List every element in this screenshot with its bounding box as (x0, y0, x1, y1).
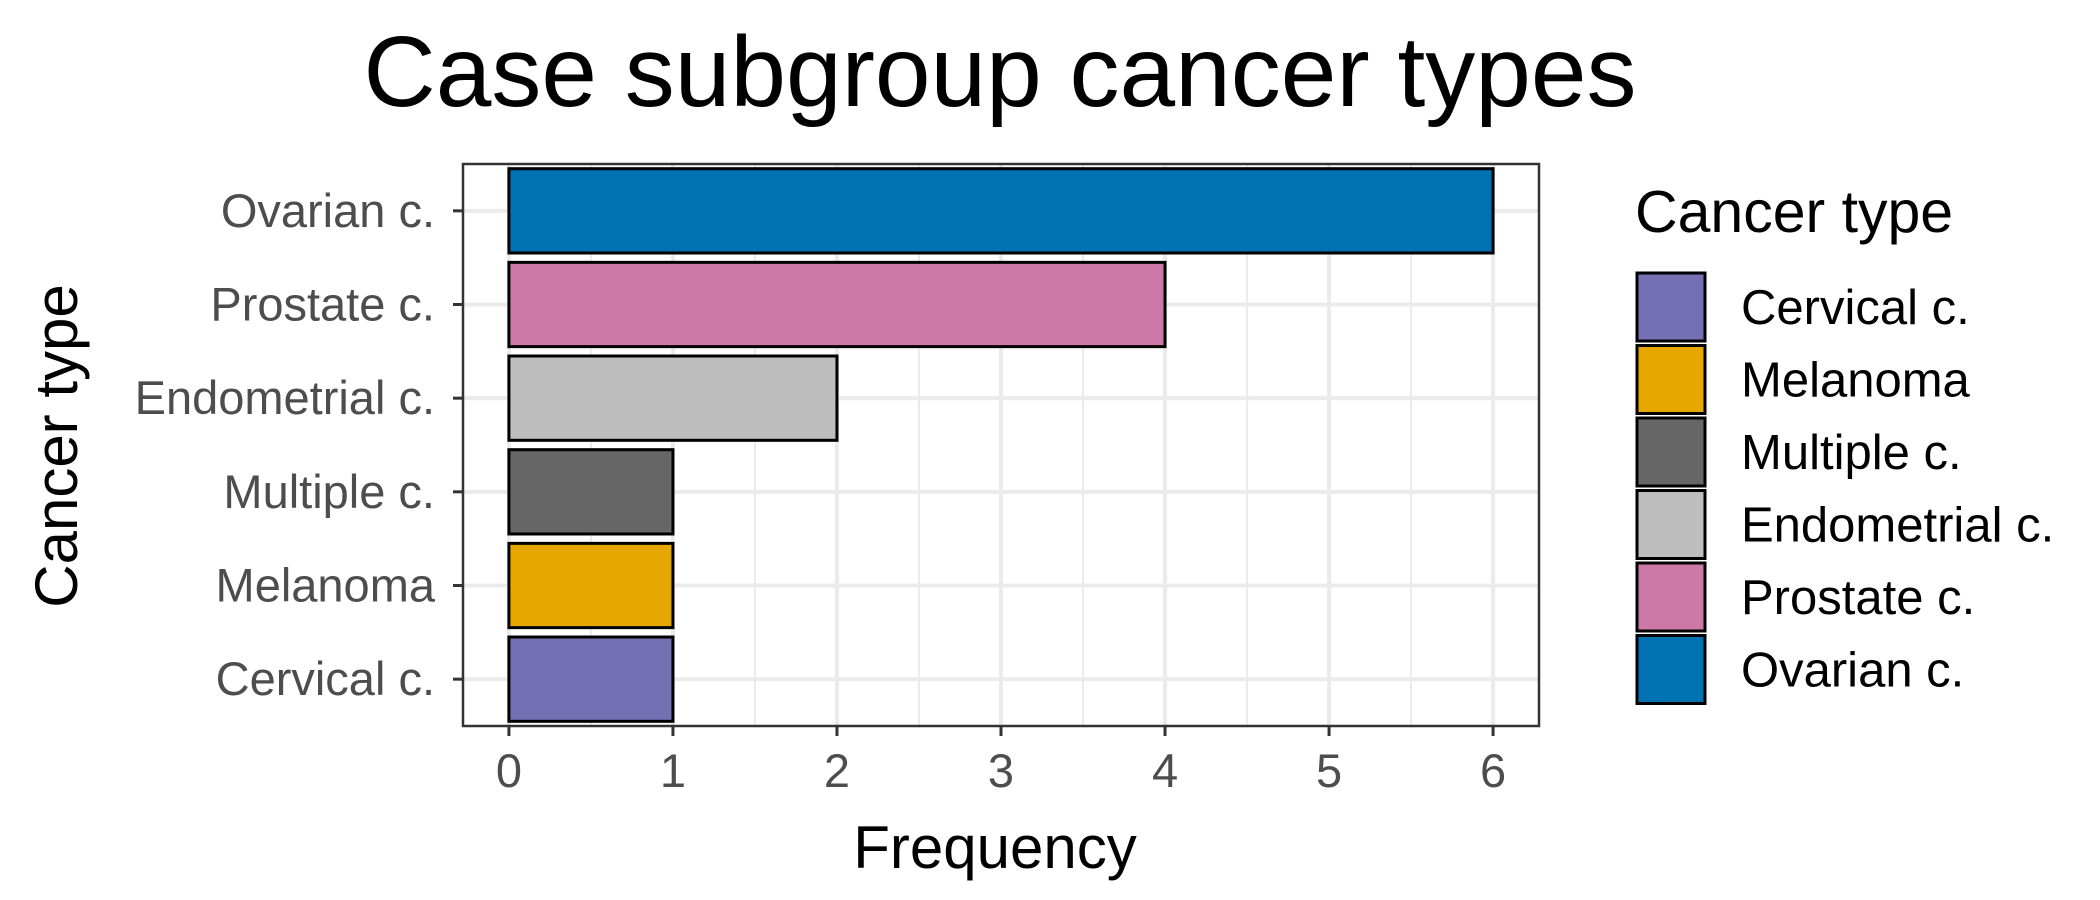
x-tick-label: 0 (496, 744, 522, 797)
y-tick-label: Multiple c. (223, 465, 435, 518)
bars (507, 167, 1495, 723)
bar (507, 448, 675, 536)
y-axis-title: Cancer type (23, 284, 90, 608)
legend-key (1635, 271, 1707, 343)
y-tick-label: Cervical c. (216, 652, 435, 705)
bar (507, 167, 1495, 255)
x-tick-label: 6 (1480, 744, 1506, 797)
legend-key (1635, 489, 1707, 560)
bar (507, 541, 675, 630)
y-tick-label: Melanoma (216, 559, 436, 612)
y-tick-label: Endometrial c. (135, 371, 435, 424)
legend-label: Ovarian c. (1741, 644, 1964, 698)
axes: 0 1 2 3 4 5 6 Cervical c. Melanoma Multiple c. End… (135, 184, 1507, 797)
bar (507, 635, 675, 723)
legend-label: Multiple c. (1741, 426, 1962, 480)
bar (507, 260, 1167, 349)
x-tick-label: 4 (1152, 744, 1178, 797)
y-tick-label: Prostate c. (210, 278, 435, 331)
x-tick-label: 3 (988, 744, 1014, 797)
legend-key (1635, 561, 1707, 633)
legend-title: Cancer type (1635, 179, 1953, 245)
x-tick-label: 1 (660, 744, 686, 797)
legend-key (1635, 416, 1707, 488)
legend-label: Melanoma (1741, 354, 1971, 408)
legend-label: Cervical c. (1741, 281, 1970, 335)
legend-label: Prostate c. (1741, 571, 1975, 625)
x-axis-title: Frequency (853, 814, 1136, 881)
legend-key (1635, 634, 1707, 705)
y-tick-label: Ovarian c. (221, 184, 435, 237)
legend: Cancer type Cervical c. Melanoma Multiple … (1635, 179, 2054, 705)
chart-title: Case subgroup cancer types (364, 16, 1637, 128)
legend-label: Endometrial c. (1741, 499, 2054, 553)
bar (507, 354, 839, 442)
legend-key (1635, 344, 1707, 415)
x-tick-label: 5 (1316, 744, 1342, 797)
x-tick-label: 2 (824, 744, 850, 797)
